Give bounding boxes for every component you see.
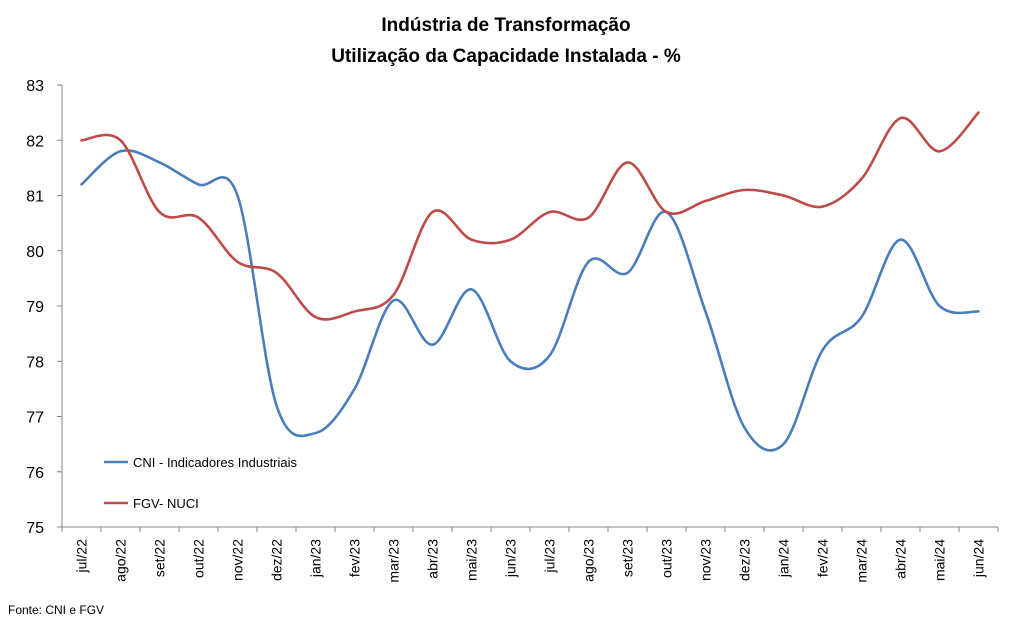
y-tick-label: 80 (26, 244, 44, 261)
source-note: Fonte: CNI e FGV (8, 603, 104, 617)
x-tick-label: out/22 (191, 539, 207, 578)
x-tick-label: set/23 (620, 539, 636, 577)
x-tick-label: mai/24 (932, 539, 948, 581)
line-chart: Indústria de Transformação Utilização da… (0, 0, 1013, 632)
y-tick-label: 79 (26, 299, 44, 316)
x-tick-label: jan/24 (776, 539, 792, 578)
y-tick-label: 78 (26, 354, 44, 371)
chart-subtitle: Utilização da Capacidade Instalada - % (331, 46, 681, 67)
x-tick-label: dez/22 (269, 539, 285, 581)
x-tick-label: nov/22 (230, 539, 246, 581)
y-tick-label: 76 (26, 465, 44, 482)
y-axis-ticks: 75 76 77 78 79 80 81 82 83 (26, 78, 62, 537)
x-tick-label: jul/22 (74, 539, 90, 574)
y-tick-label: 75 (26, 520, 44, 537)
series-line-fgv (82, 113, 979, 320)
chart-title: Indústria de Transformação (381, 15, 630, 36)
x-tick-label: mar/24 (854, 539, 870, 583)
legend-label: FGV- NUCI (133, 496, 199, 511)
x-tick-label: jul/23 (542, 539, 558, 574)
x-tick-label: fev/24 (815, 539, 831, 577)
x-axis-ticks: jul/22 ago/22 set/22 out/22 nov/22 dez/22 jan/… (62, 527, 998, 583)
y-tick-label: 82 (26, 133, 44, 150)
x-tick-label: jun/24 (971, 539, 987, 578)
x-tick-label: mar/23 (386, 539, 402, 583)
legend: CNI - Indicadores Industriais FGV- NUCI (104, 455, 298, 511)
series-lines (82, 113, 979, 451)
x-tick-label: jan/23 (308, 539, 324, 578)
x-tick-label: dez/23 (737, 539, 753, 581)
x-tick-label: mai/23 (464, 539, 480, 581)
x-tick-label: abr/23 (425, 539, 441, 579)
x-tick-label: ago/22 (113, 539, 129, 582)
y-tick-label: 83 (26, 78, 44, 95)
x-tick-label: jun/23 (503, 539, 519, 578)
x-tick-label: out/23 (659, 539, 675, 578)
x-tick-label: ago/23 (581, 539, 597, 582)
x-tick-label: set/22 (152, 539, 168, 577)
x-tick-label: abr/24 (893, 539, 909, 579)
x-tick-label: fev/23 (347, 539, 363, 577)
y-tick-label: 81 (26, 189, 44, 206)
legend-label: CNI - Indicadores Industriais (133, 455, 298, 470)
x-tick-label: nov/23 (698, 539, 714, 581)
y-tick-label: 77 (26, 410, 44, 427)
